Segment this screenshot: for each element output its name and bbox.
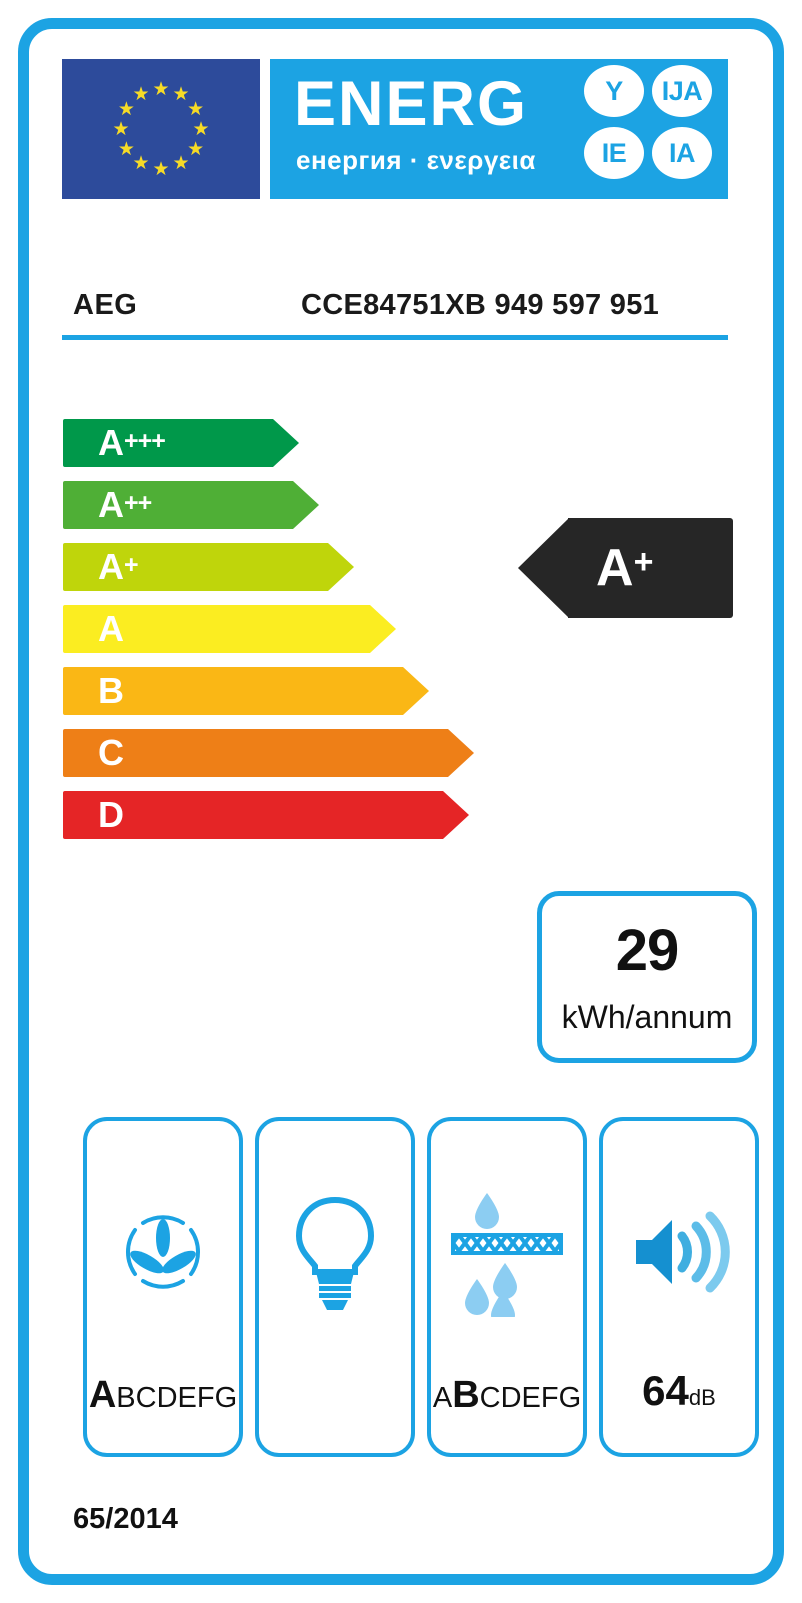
- class-bar-label: A++: [98, 484, 152, 525]
- class-bar: C: [63, 729, 474, 777]
- class-bar-body: [63, 481, 293, 529]
- regulation-number: 65/2014: [73, 1503, 178, 1535]
- badge-y: Y: [584, 65, 644, 117]
- fluid-dynamic-efficiency-box: ABCDEFG: [83, 1117, 243, 1457]
- eu-star: ★: [172, 153, 190, 175]
- eu-star: ★: [132, 153, 150, 175]
- badge-ia: IA: [652, 127, 712, 179]
- class-bar-label: D: [98, 794, 124, 835]
- lightbulb-icon: [259, 1167, 411, 1337]
- grease-filter-icon: [431, 1167, 583, 1337]
- class-bar-label: B: [98, 670, 124, 711]
- class-bar-body: [63, 791, 443, 839]
- class-bar-tip: [443, 791, 469, 839]
- label-header: ★ ★ ★ ★ ★ ★ ★ ★ ★ ★ ★ ★ ENERG енергия · ενεργεια Y …: [62, 59, 728, 199]
- class-bar: A+: [63, 543, 354, 591]
- rating-arrow-tip: [518, 518, 569, 618]
- energ-wordmark: ENERG: [294, 69, 529, 139]
- efficiency-class-scale: A+++ A++ A+ A B C D: [63, 419, 483, 849]
- eu-star: ★: [152, 158, 170, 180]
- class-bar-label: A+: [98, 546, 139, 587]
- rating-arrow-body: [568, 518, 733, 618]
- badge-ie: IE: [584, 127, 644, 179]
- energ-logo: ENERG енергия · ενεργεια Y IJA IE IA: [270, 59, 728, 199]
- class-bar-tip: [293, 481, 319, 529]
- rating-class-text: A+: [596, 539, 654, 597]
- class-bar-body: [63, 729, 448, 777]
- class-bar-tip: [328, 543, 354, 591]
- eu-star: ★: [187, 138, 205, 160]
- eu-star: ★: [132, 83, 150, 105]
- class-bar-body: [63, 543, 328, 591]
- eu-star: ★: [117, 98, 135, 120]
- class-bar: B: [63, 667, 429, 715]
- class-bar-body: [63, 667, 403, 715]
- fan-icon: [87, 1167, 239, 1337]
- class-bar: D: [63, 791, 469, 839]
- fan-class-label: ABCDEFG: [88, 1374, 238, 1416]
- class-bar: A: [63, 605, 396, 653]
- annual-consumption-box: 29 kWh/annum: [537, 891, 757, 1063]
- class-bar-body: [63, 419, 273, 467]
- class-bar: A+++: [63, 419, 299, 467]
- grease-filtering-efficiency-box: ABCDEFG: [427, 1117, 587, 1457]
- eu-star: ★: [192, 118, 210, 140]
- lighting-efficiency-box: [255, 1117, 415, 1457]
- badge-ija: IJA: [652, 65, 712, 117]
- class-bar-body: [63, 605, 370, 653]
- grease-class-label: ABCDEFG: [432, 1374, 582, 1416]
- eu-star: ★: [172, 83, 190, 105]
- class-bar-tip: [273, 419, 299, 467]
- eu-star: ★: [187, 98, 205, 120]
- noise-value-label: 64dB: [642, 1367, 716, 1414]
- model-name: CCE84751XB 949 597 951: [301, 289, 660, 321]
- eu-star: ★: [112, 118, 130, 140]
- class-bar-tip: [403, 667, 429, 715]
- consumption-unit: kWh/annum: [561, 999, 733, 1035]
- class-bar-tip: [448, 729, 474, 777]
- noise-emission-box: 64dB: [599, 1117, 759, 1457]
- product-identification: AEG CCE84751XB 949 597 951: [62, 285, 728, 340]
- feature-boxes: ABCDEFG: [67, 1117, 759, 1457]
- label-frame: ★ ★ ★ ★ ★ ★ ★ ★ ★ ★ ★ ★ ENERG енергия · ενεργεια Y …: [18, 18, 784, 1585]
- eu-star: ★: [117, 138, 135, 160]
- energ-subtext: енергия · ενεργεια: [296, 145, 536, 175]
- brand-name: AEG: [73, 289, 138, 321]
- class-bar-label: C: [98, 732, 124, 773]
- eu-star: ★: [152, 78, 170, 100]
- divider: [62, 335, 728, 340]
- noise-speaker-icon: [603, 1167, 755, 1337]
- class-bar-label: A: [98, 608, 124, 649]
- consumption-value: 29: [615, 918, 680, 983]
- rating-arrow: A+: [518, 518, 733, 618]
- language-badges: Y IJA IE IA: [584, 65, 720, 193]
- class-bar-tip: [370, 605, 396, 653]
- class-bar: A++: [63, 481, 319, 529]
- class-bar-label: A+++: [98, 422, 166, 463]
- eu-flag-icon: ★ ★ ★ ★ ★ ★ ★ ★ ★ ★ ★ ★: [62, 59, 260, 199]
